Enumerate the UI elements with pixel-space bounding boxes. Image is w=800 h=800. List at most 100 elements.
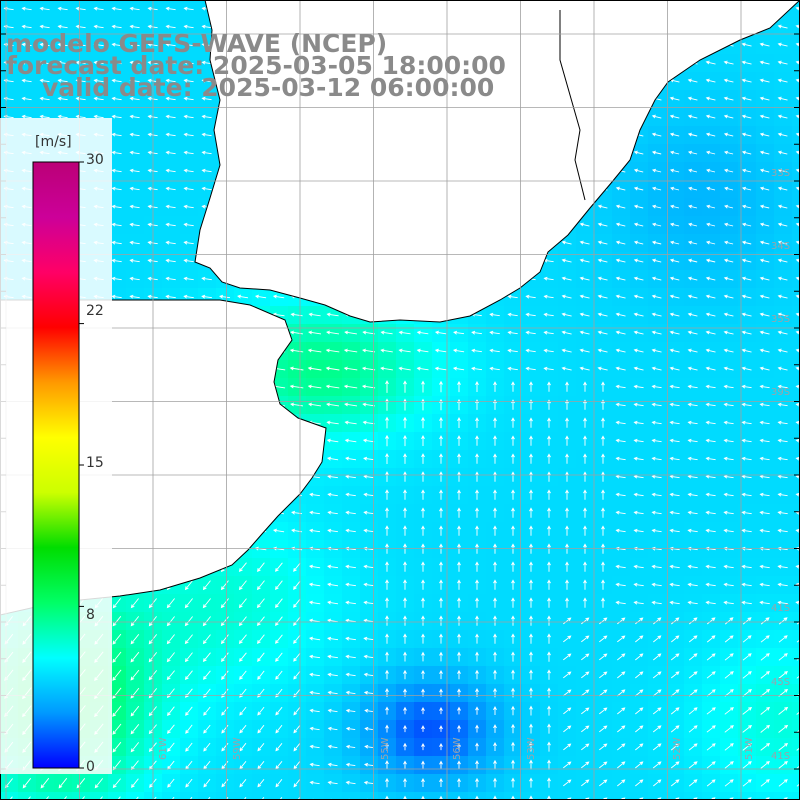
wind-arrow [511, 741, 515, 752]
wind-arrow [130, 669, 140, 681]
wind-arrow [275, 779, 283, 788]
wind-arrow [741, 60, 752, 65]
colorbar [0, 118, 112, 774]
wind-arrow [93, 78, 104, 83]
wind-arrow [308, 330, 322, 335]
wind-arrow [796, 783, 800, 787]
wind-arrow [201, 276, 212, 281]
wind-arrow [165, 78, 176, 83]
wind-arrow [777, 528, 788, 533]
wind-arrow [669, 564, 680, 569]
wind-arrow [507, 330, 518, 335]
wind-arrow [403, 706, 407, 715]
wind-arrow [795, 492, 800, 497]
wind-arrow [511, 633, 515, 644]
wind-arrow [741, 510, 752, 515]
wind-arrow [599, 761, 608, 769]
colorbar-tick-22: 22 [86, 303, 104, 319]
wind-arrow [327, 654, 338, 659]
wind-arrow [511, 471, 515, 482]
wind-arrow [724, 743, 734, 751]
wind-arrow [421, 742, 425, 751]
wind-arrow [529, 525, 533, 536]
wind-arrow [511, 507, 515, 518]
field-cell [792, 684, 800, 703]
field-cell [666, 792, 685, 800]
wind-arrow [326, 420, 339, 425]
wind-arrow [184, 652, 193, 663]
wind-arrow [581, 653, 590, 661]
wind-arrow [651, 276, 662, 281]
wind-arrow [129, 168, 140, 173]
wind-arrow [583, 381, 587, 392]
wind-arrow [421, 489, 425, 500]
field-cell [72, 792, 91, 800]
wind-arrow [688, 168, 698, 173]
field-cell [756, 792, 775, 800]
wind-arrow [111, 6, 122, 11]
wind-arrow [601, 597, 605, 608]
wind-arrow [705, 312, 716, 317]
wind-arrow [385, 380, 389, 393]
wind-arrow [795, 222, 800, 227]
wind-arrow [777, 186, 788, 191]
wind-arrow [511, 651, 515, 662]
wind-arrow [741, 186, 752, 191]
wind-arrow [361, 366, 376, 371]
wind-arrow [581, 743, 590, 751]
wind-arrow [742, 653, 752, 661]
wind-arrow [670, 761, 680, 769]
wind-arrow [22, 778, 32, 789]
wind-arrow [489, 366, 500, 371]
wind-arrow [741, 600, 752, 605]
wind-arrow [579, 312, 590, 317]
wind-arrow [615, 240, 626, 245]
wind-arrow [475, 561, 479, 572]
wind-arrow [687, 150, 698, 155]
wind-arrow [111, 132, 122, 137]
wind-arrow [760, 653, 770, 661]
wind-arrow [651, 384, 662, 389]
wind-arrow [796, 711, 800, 715]
wind-arrow [111, 240, 122, 245]
wind-arrow [129, 78, 140, 83]
wind-arrow [507, 312, 518, 317]
wind-arrow [112, 778, 121, 789]
wind-arrow [706, 779, 716, 787]
wind-arrow [777, 78, 788, 83]
wind-arrow [493, 597, 497, 608]
wind-arrow [723, 294, 734, 299]
wind-arrow [651, 402, 662, 407]
wind-arrow [706, 222, 716, 227]
wind-arrow [364, 726, 373, 731]
wind-arrow [511, 669, 515, 680]
wind-arrow [706, 653, 716, 661]
wind-arrow [795, 150, 800, 155]
wind-arrow [615, 312, 626, 317]
wind-arrow [385, 795, 389, 800]
lat-label-2: 34S [771, 241, 791, 252]
wind-arrow [633, 384, 644, 389]
wind-arrow [617, 653, 626, 661]
wind-arrow [385, 597, 389, 608]
wind-arrow [493, 759, 497, 770]
wind-arrow [599, 635, 608, 643]
field-cell [792, 90, 800, 109]
wind-arrow [777, 204, 788, 209]
wind-arrow [597, 258, 608, 263]
wind-arrow [543, 312, 554, 317]
wind-arrow [796, 747, 800, 751]
wind-arrow [742, 671, 752, 679]
wind-arrow [529, 705, 533, 716]
wind-arrow [363, 582, 374, 587]
wind-arrow [112, 616, 122, 627]
wind-arrow [493, 471, 497, 482]
wind-arrow [547, 633, 551, 644]
wind-arrow [633, 222, 644, 227]
wind-arrow [741, 150, 752, 155]
wind-arrow [403, 742, 407, 751]
wind-arrow [651, 348, 662, 353]
wind-arrow [57, 78, 68, 83]
wind-arrow [129, 204, 140, 209]
wind-arrow [669, 366, 680, 371]
